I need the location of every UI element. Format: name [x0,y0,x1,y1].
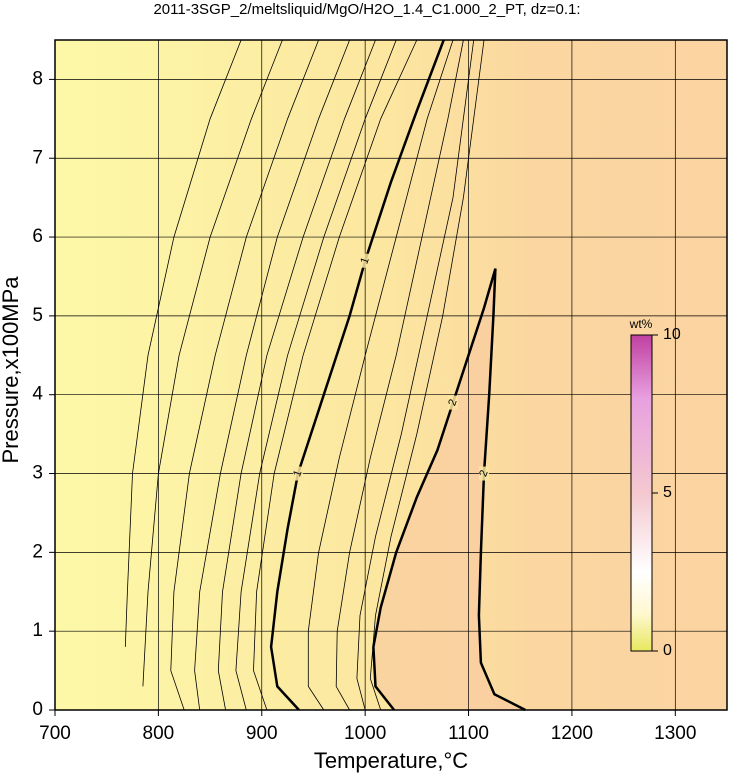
contour-label-bg [479,466,490,481]
y-tick-label: 2 [32,541,43,562]
contour-label: 1 [291,469,304,479]
y-tick-label: 4 [32,384,43,405]
x-tick-label: 900 [246,723,278,744]
contour-label: 1 [358,256,371,266]
plot-frame [54,39,728,711]
chart-title: 2011-3SGP_2/meltsliquid/MgO/H2O_1.4_C1.0… [153,1,580,18]
colorbar-tick-label: 0 [663,642,672,659]
y-tick-label: 7 [32,147,43,168]
contour-fill [373,268,526,710]
x-tick-label: 1000 [344,723,386,744]
contour-label: 2 [477,469,490,479]
contour-label-bg [448,395,459,410]
colorbar-label: wt% [629,317,653,331]
x-tick-label: 1200 [551,723,593,744]
contour-line [142,39,283,687]
x-axis-label: Temperature,°C [314,748,468,773]
y-tick-label: 6 [32,226,43,247]
y-tick-label: 3 [32,463,43,484]
colorbar-tick-label: 10 [663,326,681,343]
y-tick-label: 8 [32,68,43,89]
contour-line [170,39,319,711]
contour-label: 2 [446,398,459,408]
contour-line [356,39,475,711]
contour-line [369,39,485,711]
x-tick-label: 1100 [448,723,489,744]
contour-line [253,39,418,711]
contour-line [372,268,526,712]
colorbar [630,334,653,652]
contour-line [307,39,454,711]
contour-line [124,39,242,647]
contour-line [217,39,376,711]
x-tick-label: 800 [143,723,175,744]
contour-label-bg [360,253,371,268]
y-tick-label: 1 [32,620,43,641]
y-axis-label: Pressure,x100MPa [0,276,23,464]
x-tick-label: 700 [39,723,71,744]
contour-line [269,39,445,711]
x-tick-label: 1300 [654,723,696,744]
contour-line [235,39,397,711]
y-tick-label: 0 [32,699,43,720]
colorbar-tick-label: 5 [663,484,672,501]
contour-label-bg [292,466,303,481]
y-tick-label: 5 [32,305,43,326]
contour-line [194,39,350,711]
contour-line [335,39,464,711]
